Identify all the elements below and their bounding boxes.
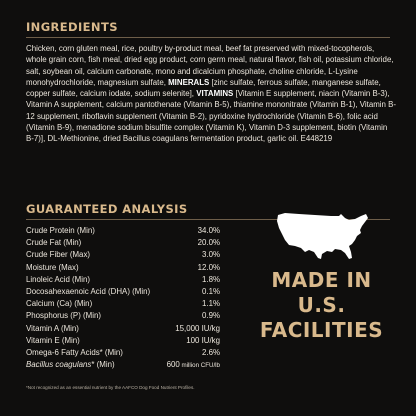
- nutrient-value: 1.1%: [202, 299, 220, 309]
- nutrient-label: Vitamin E (Min): [26, 335, 80, 345]
- analysis-row: Bacillus coagulans* (Min) 600 million CFU…: [26, 359, 220, 371]
- nutrient-value: 3.0%: [202, 250, 220, 260]
- nutrient-value: 600 million CFU/lb: [167, 359, 220, 372]
- usa-map-icon: [277, 213, 368, 259]
- nutrient-value: 1.8%: [202, 274, 220, 284]
- badge-line-3: FACILITIES: [259, 318, 384, 342]
- nutrient-label: Bacillus coagulans* (Min): [26, 359, 167, 371]
- nutrient-value: 15,000 IU/kg: [175, 323, 220, 333]
- analysis-divider: [26, 219, 390, 220]
- analysis-row: Linoleic Acid (Min) 1.8%: [26, 274, 220, 286]
- nutrient-value: 20.0%: [197, 238, 220, 248]
- analysis-row: Calcium (Ca) (Min) 1.1%: [26, 298, 220, 310]
- nutrient-label: Crude Protein (Min): [26, 226, 95, 235]
- analysis-footnote: *Not recognized as an essential nutrient…: [26, 385, 195, 390]
- ingredients-divider: [26, 37, 390, 38]
- nutrient-label: Crude Fat (Min): [26, 238, 82, 248]
- nutrient-value: 0.9%: [202, 311, 220, 321]
- ingredients-text-part-2: [zinc sulfate, ferrous sulfate, manganes…: [26, 77, 381, 99]
- made-in-usa-badge: MADE IN U.S. FACILITIES: [254, 268, 389, 343]
- analysis-row: Crude Protein (Min) 34.0%: [26, 225, 220, 237]
- ingredients-heading: INGREDIENTS: [26, 20, 118, 34]
- analysis-row: Docosahexaenoic Acid (DHA) (Min) 0.1%: [26, 286, 220, 298]
- bacillus-label-suffix: * (Min): [91, 360, 115, 370]
- nutrient-value: 2.6%: [202, 347, 220, 357]
- nutrient-label: Linoleic Acid (Min): [26, 274, 91, 284]
- badge-line-1: MADE IN: [271, 268, 372, 292]
- bacillus-value-unit: million CFU/lb: [179, 362, 220, 370]
- analysis-row: Crude Fiber (Max) 3.0%: [26, 249, 220, 261]
- analysis-table: Crude Protein (Min) 34.0% Crude Fat (Min)…: [26, 225, 220, 371]
- nutrient-value: 12.0%: [197, 262, 220, 272]
- bacillus-name: Bacillus coagulans: [26, 360, 92, 370]
- nutrient-value: 100 IU/kg: [186, 335, 220, 345]
- nutrient-label: Crude Fiber (Max): [26, 250, 91, 260]
- nutrient-label: Omega-6 Fatty Acids* (Min): [26, 347, 123, 357]
- nutrient-value: 34.0%: [197, 226, 220, 235]
- analysis-row: Vitamin A (Min) 15,000 IU/kg: [26, 323, 220, 335]
- ingredients-text-part-1: Chicken, corn gluten meal, rice, poultry…: [26, 44, 394, 87]
- nutrient-label: Vitamin A (Min): [26, 323, 79, 333]
- ingredients-text-part-3: [Vitamin E supplement, niacin (Vitamin B…: [26, 89, 397, 144]
- analysis-row: Omega-6 Fatty Acids* (Min) 2.6%: [26, 347, 220, 359]
- badge-line-2: U.S.: [297, 293, 346, 317]
- nutrient-label: Calcium (Ca) (Min): [26, 299, 93, 309]
- analysis-row: Phosphorus (P) (Min) 0.9%: [26, 310, 220, 322]
- analysis-row: Moisture (Max) 12.0%: [26, 262, 220, 274]
- nutrient-value: 0.1%: [202, 286, 220, 296]
- vitamins-label: VITAMINS: [196, 89, 234, 99]
- nutrient-label: Docosahexaenoic Acid (DHA) (Min): [26, 286, 151, 296]
- analysis-heading: GUARANTEED ANALYSIS: [26, 202, 188, 216]
- nutrient-label: Phosphorus (P) (Min): [26, 311, 101, 321]
- nutrient-label: Moisture (Max): [26, 262, 79, 272]
- minerals-label: MINERALS: [168, 77, 210, 87]
- analysis-row: Vitamin E (Min) 100 IU/kg: [26, 335, 220, 347]
- analysis-row: Crude Fat (Min) 20.0%: [26, 237, 220, 249]
- ingredients-text: Chicken, corn gluten meal, rice, poultry…: [26, 43, 396, 145]
- bacillus-value-number: 600: [166, 360, 180, 370]
